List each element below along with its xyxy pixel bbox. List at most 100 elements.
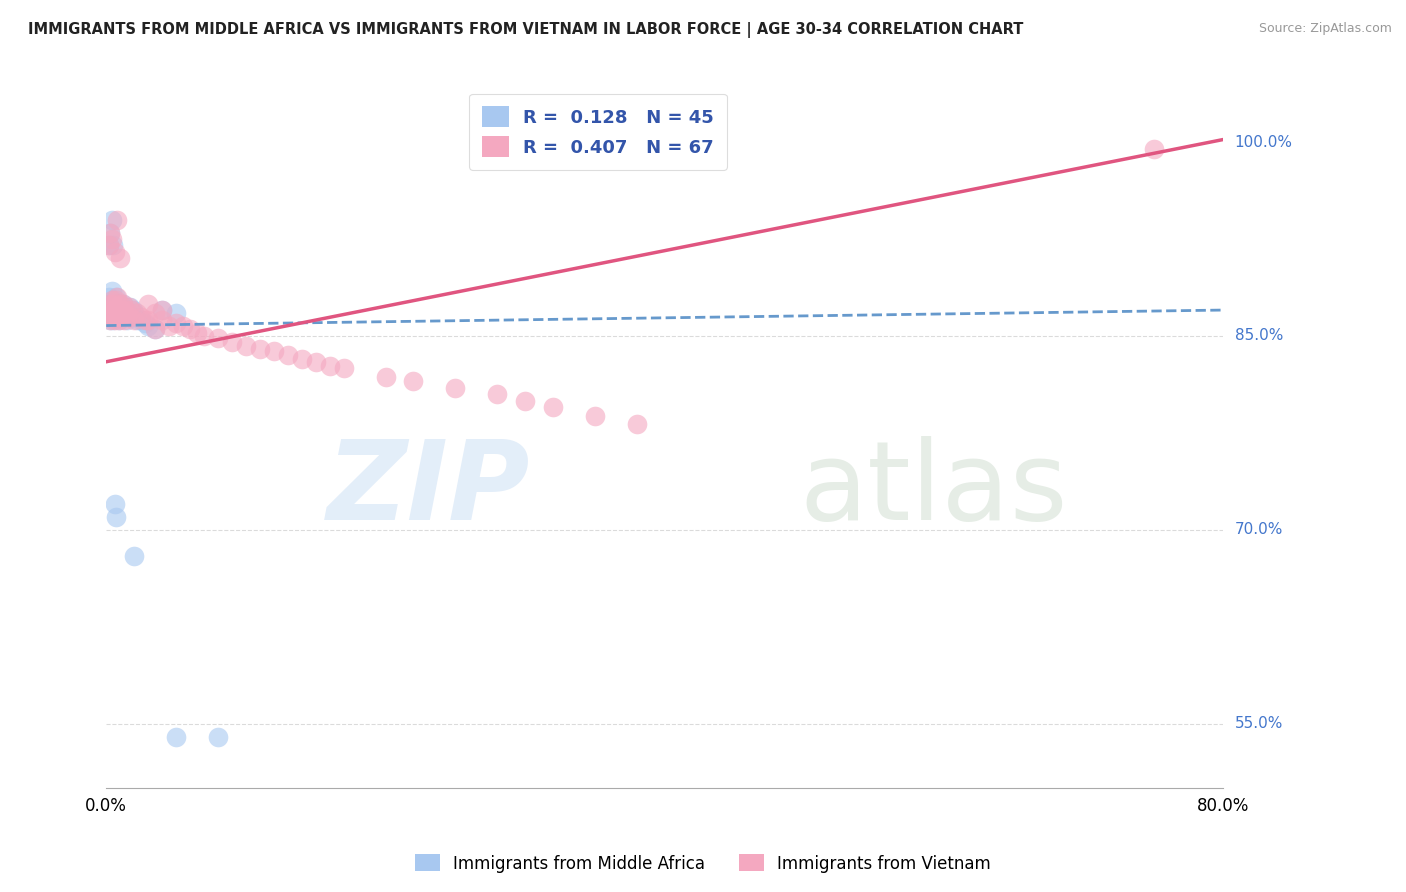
Point	[107, 313, 129, 327]
Point	[117, 301, 139, 315]
Point	[134, 313, 156, 327]
Point	[115, 310, 138, 324]
Point	[291, 352, 314, 367]
Point	[107, 303, 129, 318]
Text: ZIP: ZIP	[328, 436, 531, 543]
Point	[136, 313, 159, 327]
Point	[107, 290, 129, 304]
Point	[221, 335, 243, 350]
Point	[193, 329, 215, 343]
Point	[100, 226, 122, 240]
Point	[207, 730, 229, 744]
Point	[105, 290, 128, 304]
Point	[100, 296, 122, 310]
Point	[129, 310, 152, 324]
Point	[112, 313, 135, 327]
Point	[583, 409, 606, 423]
Point	[111, 296, 134, 310]
Point	[136, 318, 159, 333]
Point	[97, 305, 120, 319]
Point	[104, 303, 127, 318]
Point	[101, 305, 124, 319]
Point	[114, 303, 136, 318]
Point	[121, 303, 143, 318]
Point	[118, 310, 141, 324]
Point	[107, 296, 129, 310]
Point	[134, 316, 156, 330]
Point	[100, 296, 122, 310]
Point	[626, 417, 648, 431]
Point	[179, 322, 201, 336]
Point	[103, 313, 125, 327]
Point	[277, 348, 299, 362]
Point	[120, 310, 142, 324]
Point	[103, 310, 125, 324]
Text: Source: ZipAtlas.com: Source: ZipAtlas.com	[1258, 22, 1392, 36]
Point	[98, 238, 121, 252]
Text: 100.0%: 100.0%	[1234, 135, 1292, 150]
Point	[105, 310, 128, 324]
Point	[1143, 142, 1166, 156]
Point	[541, 400, 564, 414]
Point	[332, 361, 354, 376]
Point	[305, 355, 328, 369]
Point	[111, 296, 134, 310]
Point	[104, 303, 127, 318]
Point	[207, 331, 229, 345]
Point	[101, 212, 124, 227]
Point	[98, 301, 121, 315]
Point	[235, 339, 257, 353]
Point	[98, 310, 121, 324]
Legend: R =  0.128   N = 45, R =  0.407   N = 67: R = 0.128 N = 45, R = 0.407 N = 67	[470, 94, 727, 169]
Point	[120, 303, 142, 318]
Point	[100, 313, 122, 327]
Point	[110, 303, 132, 318]
Point	[165, 730, 187, 744]
Point	[107, 303, 129, 318]
Point	[129, 313, 152, 327]
Point	[136, 296, 159, 310]
Point	[108, 296, 131, 310]
Point	[107, 303, 129, 318]
Point	[115, 313, 138, 327]
Point	[125, 305, 148, 319]
Point	[100, 226, 122, 240]
Point	[103, 238, 125, 252]
Point	[143, 322, 166, 336]
Point	[143, 305, 166, 319]
Point	[515, 393, 537, 408]
Point	[172, 318, 194, 333]
Point	[112, 310, 135, 324]
Point	[114, 303, 136, 318]
Point	[108, 305, 131, 319]
Point	[486, 387, 509, 401]
Point	[165, 305, 187, 319]
Point	[101, 232, 124, 246]
Point	[101, 284, 124, 298]
Point	[122, 549, 145, 563]
Point	[150, 303, 173, 318]
Point	[118, 301, 141, 315]
Point	[103, 296, 125, 310]
Point	[98, 290, 121, 304]
Point	[402, 374, 425, 388]
Point	[105, 293, 128, 307]
Text: 55.0%: 55.0%	[1234, 716, 1282, 731]
Point	[108, 252, 131, 266]
Text: 70.0%: 70.0%	[1234, 522, 1282, 537]
Point	[100, 313, 122, 327]
Point	[157, 318, 180, 333]
Point	[105, 509, 128, 524]
Point	[97, 303, 120, 318]
Point	[101, 293, 124, 307]
Point	[143, 322, 166, 336]
Point	[110, 303, 132, 318]
Point	[107, 212, 129, 227]
Point	[186, 326, 208, 341]
Point	[108, 296, 131, 310]
Point	[103, 293, 125, 307]
Point	[117, 305, 139, 319]
Point	[150, 313, 173, 327]
Text: 85.0%: 85.0%	[1234, 328, 1282, 343]
Point	[108, 310, 131, 324]
